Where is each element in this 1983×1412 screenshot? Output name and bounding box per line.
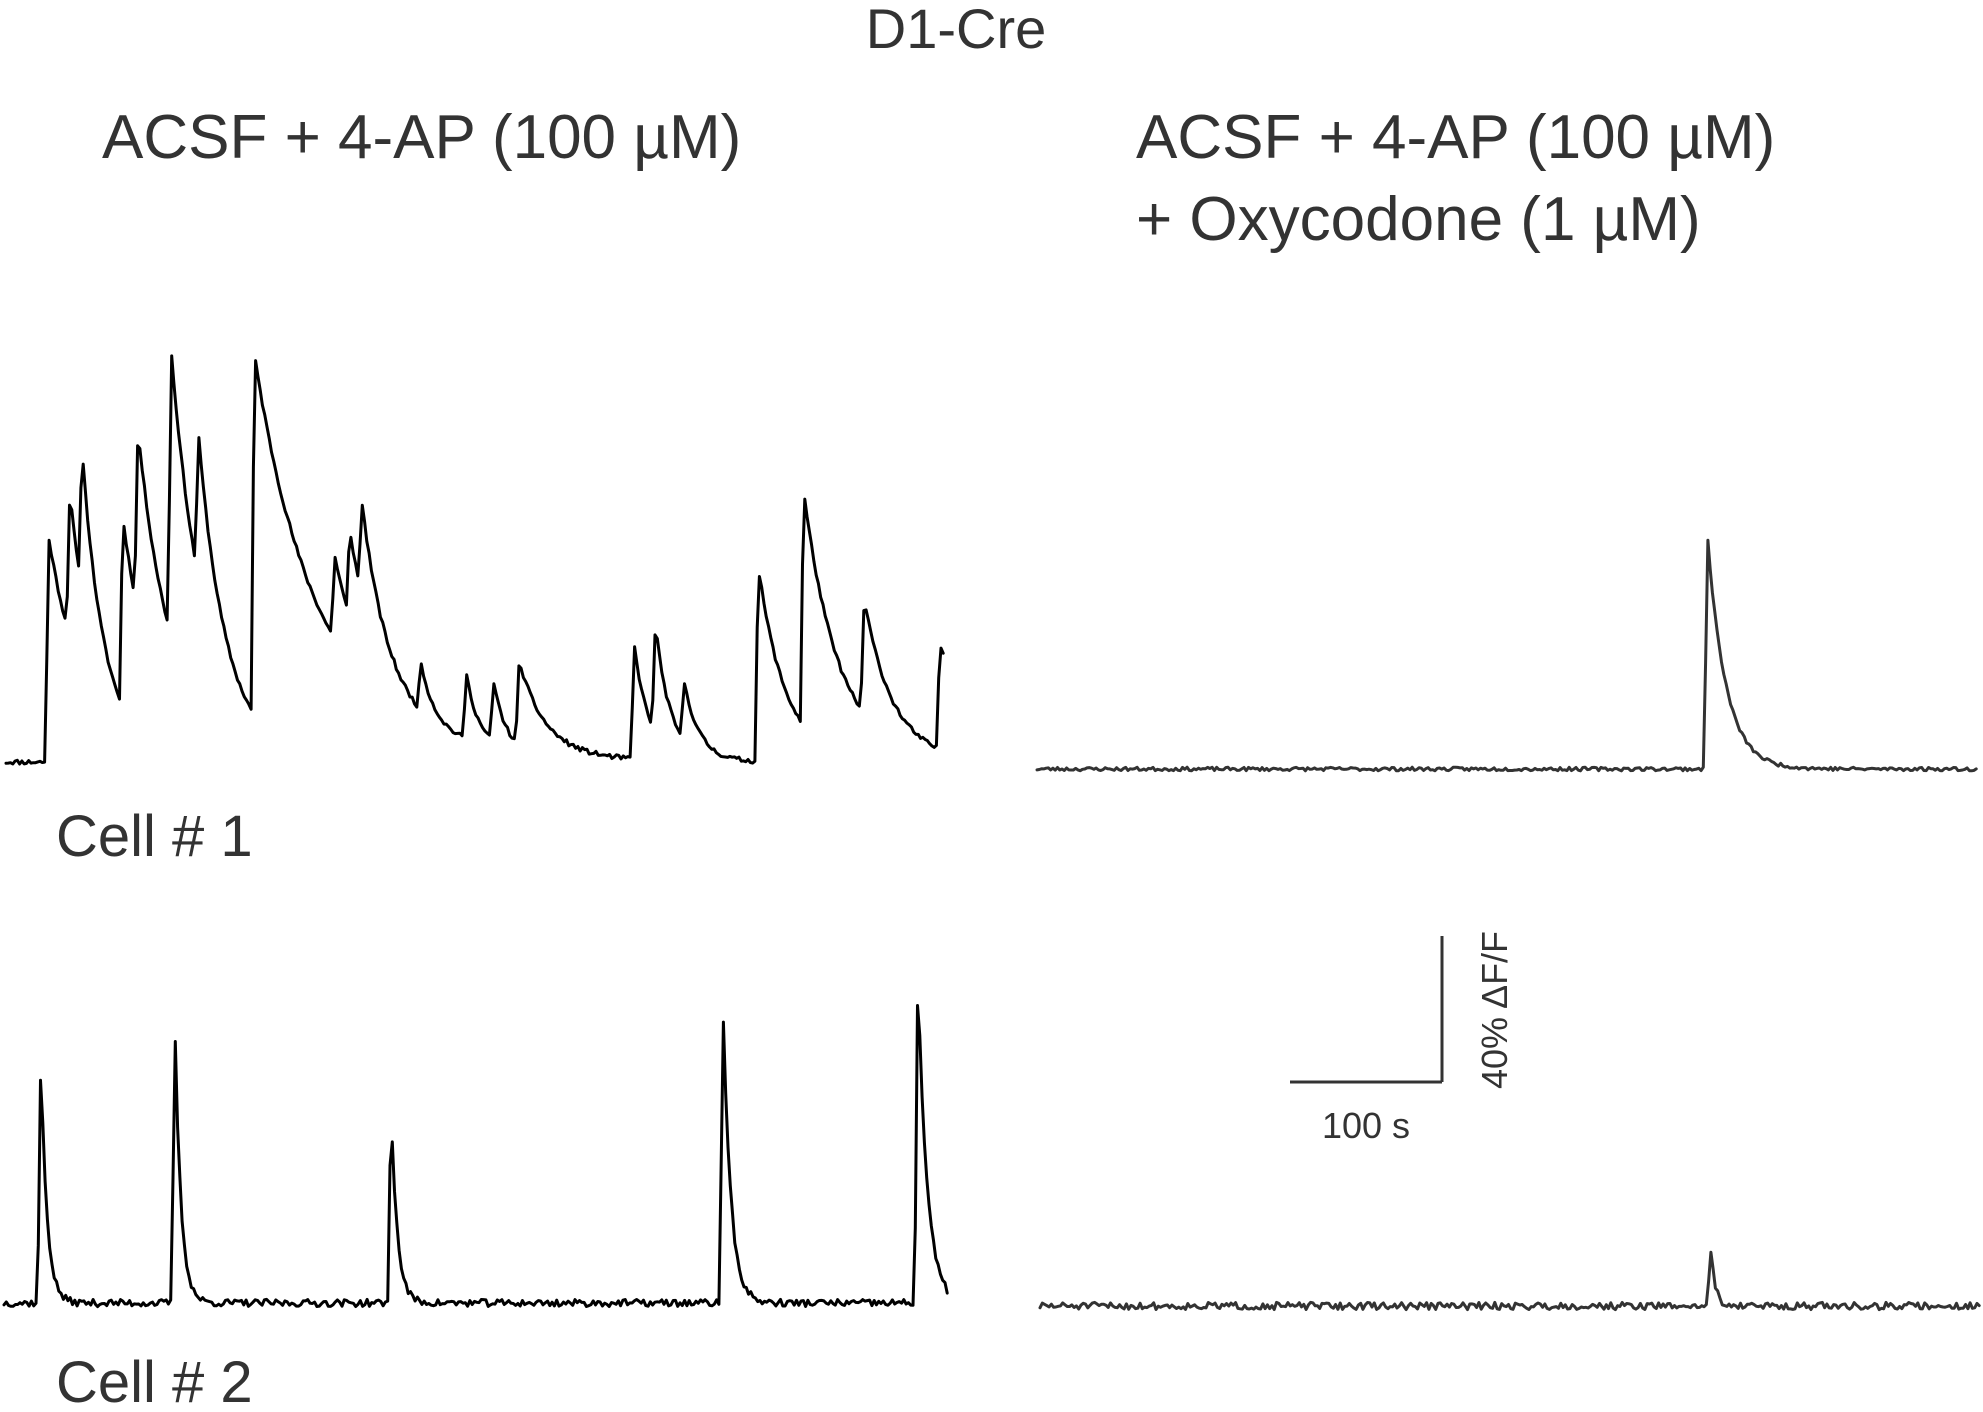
trace-cell1-oxycodone xyxy=(1035,538,1978,773)
condition-right-label-line1: ACSF + 4-AP (100 µM) xyxy=(1136,103,1775,172)
cell2-label: Cell # 2 xyxy=(56,1350,253,1412)
trace-panels xyxy=(2,354,1981,1312)
condition-right-label-line2: + Oxycodone (1 µM) xyxy=(1136,185,1701,254)
trace-cell2-acsf xyxy=(2,1004,949,1309)
cell1-label: Cell # 1 xyxy=(56,804,253,869)
trace-cell1-acsf xyxy=(4,354,945,766)
scale-bar: 100 s 40% ΔF/F xyxy=(1290,931,1515,1146)
figure-title: D1-Cre xyxy=(866,0,1046,60)
condition-left-label: ACSF + 4-AP (100 µM) xyxy=(102,103,741,172)
trace-cell2-oxycodone xyxy=(1038,1250,1981,1312)
scale-bar-time-label: 100 s xyxy=(1322,1105,1410,1146)
scale-bar-amplitude-label: 40% ΔF/F xyxy=(1474,931,1515,1089)
